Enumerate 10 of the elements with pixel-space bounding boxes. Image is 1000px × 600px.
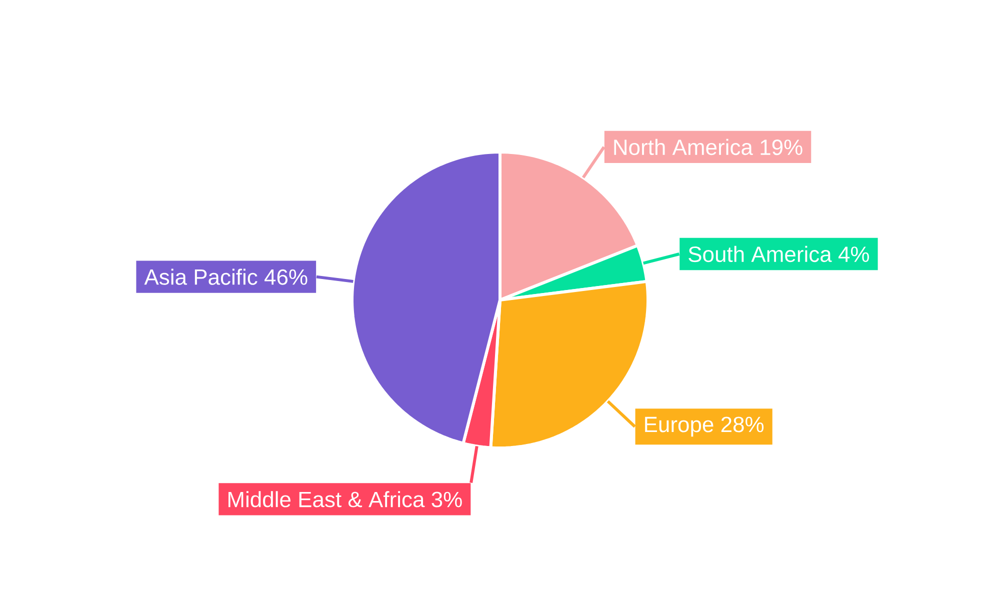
slice-label: Asia Pacific (144, 268, 258, 285)
slice-label: South America (688, 246, 832, 262)
slice-label: Europe (645, 416, 714, 437)
slice-label: Middle East & Africa (228, 491, 425, 508)
slice-label: North America (614, 138, 753, 156)
data-label: 3% (432, 492, 462, 508)
data-label: 19% (760, 140, 802, 156)
data-label: 28% (721, 416, 764, 432)
data-label: 46% (264, 269, 308, 285)
data-label: 4% (838, 246, 869, 262)
